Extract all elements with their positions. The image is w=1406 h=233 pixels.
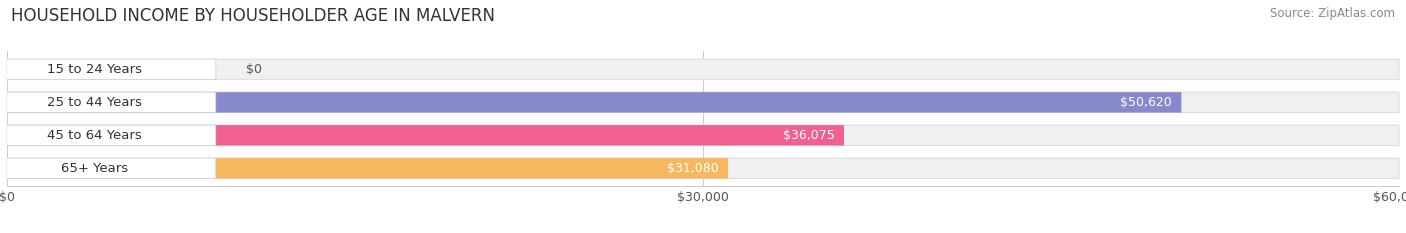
- FancyBboxPatch shape: [7, 92, 1399, 113]
- Text: $50,620: $50,620: [1121, 96, 1173, 109]
- Text: $36,075: $36,075: [783, 129, 835, 142]
- FancyBboxPatch shape: [0, 92, 217, 113]
- Text: $31,080: $31,080: [666, 162, 718, 175]
- FancyBboxPatch shape: [7, 59, 1399, 80]
- FancyBboxPatch shape: [7, 125, 844, 146]
- FancyBboxPatch shape: [0, 158, 217, 178]
- FancyBboxPatch shape: [0, 125, 217, 146]
- Text: Source: ZipAtlas.com: Source: ZipAtlas.com: [1270, 7, 1395, 20]
- FancyBboxPatch shape: [0, 59, 217, 80]
- FancyBboxPatch shape: [7, 92, 1181, 113]
- FancyBboxPatch shape: [7, 158, 728, 178]
- FancyBboxPatch shape: [7, 158, 1399, 178]
- Text: 15 to 24 Years: 15 to 24 Years: [48, 63, 142, 76]
- Text: $0: $0: [246, 63, 262, 76]
- Text: 65+ Years: 65+ Years: [60, 162, 128, 175]
- Text: 25 to 44 Years: 25 to 44 Years: [48, 96, 142, 109]
- Text: HOUSEHOLD INCOME BY HOUSEHOLDER AGE IN MALVERN: HOUSEHOLD INCOME BY HOUSEHOLDER AGE IN M…: [11, 7, 495, 25]
- FancyBboxPatch shape: [7, 125, 1399, 146]
- Text: 45 to 64 Years: 45 to 64 Years: [48, 129, 142, 142]
